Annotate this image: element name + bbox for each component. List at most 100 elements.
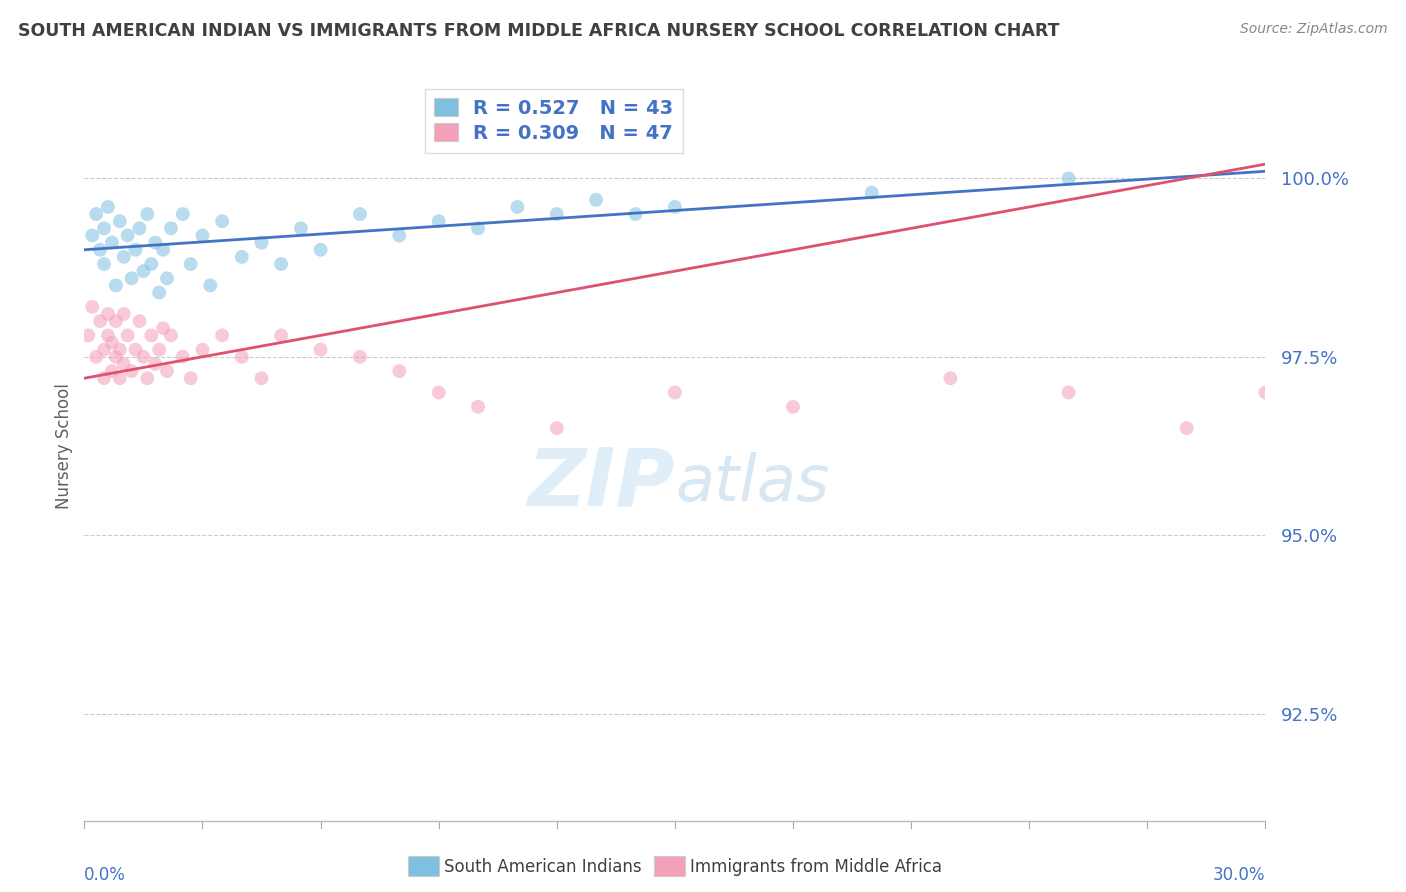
Point: [467, 400, 489, 414]
Point: [112, 307, 135, 321]
Point: [270, 257, 292, 271]
Text: SOUTH AMERICAN INDIAN VS IMMIGRANTS FROM MIDDLE AFRICA NURSERY SCHOOL CORRELATIO: SOUTH AMERICAN INDIAN VS IMMIGRANTS FROM…: [18, 22, 1060, 40]
Text: ZIP: ZIP: [527, 444, 675, 523]
Point: [82, 300, 104, 314]
Point: [309, 243, 332, 257]
Point: [112, 250, 135, 264]
Point: [467, 221, 489, 235]
Point: [211, 328, 233, 343]
Point: [97, 307, 120, 321]
Point: [427, 385, 450, 400]
Point: [211, 214, 233, 228]
Point: [180, 371, 202, 385]
Point: [136, 371, 159, 385]
Point: [112, 357, 135, 371]
Point: [782, 400, 804, 414]
Text: atlas: atlas: [675, 452, 830, 515]
Point: [97, 328, 120, 343]
Point: [84, 350, 107, 364]
Point: [152, 243, 174, 257]
Point: [1057, 385, 1080, 400]
Point: [143, 235, 166, 250]
Point: [427, 214, 450, 228]
Y-axis label: Nursery School: Nursery School: [55, 383, 73, 509]
Point: [93, 221, 115, 235]
Legend: R = 0.527   N = 43, R = 0.309   N = 47: R = 0.527 N = 43, R = 0.309 N = 47: [425, 88, 683, 153]
Point: [148, 285, 170, 300]
Point: [664, 200, 686, 214]
Point: [160, 221, 183, 235]
Point: [860, 186, 883, 200]
Point: [250, 235, 273, 250]
Point: [93, 257, 115, 271]
Point: [93, 371, 115, 385]
Point: [89, 314, 111, 328]
Point: [160, 328, 183, 343]
Point: [124, 243, 146, 257]
Point: [349, 207, 371, 221]
Point: [132, 350, 155, 364]
Point: [108, 371, 131, 385]
Point: [104, 314, 127, 328]
Point: [546, 207, 568, 221]
Point: [101, 335, 124, 350]
Point: [82, 228, 104, 243]
Point: [104, 350, 127, 364]
Point: [1175, 421, 1198, 435]
Text: Immigrants from Middle Africa: Immigrants from Middle Africa: [690, 858, 942, 876]
Point: [250, 371, 273, 385]
Text: 0.0%: 0.0%: [84, 865, 127, 884]
Text: 30.0%: 30.0%: [1213, 865, 1265, 884]
Point: [290, 221, 312, 235]
Point: [664, 385, 686, 400]
Point: [349, 350, 371, 364]
Point: [156, 271, 179, 285]
Point: [191, 343, 214, 357]
Text: Source: ZipAtlas.com: Source: ZipAtlas.com: [1240, 22, 1388, 37]
Point: [84, 207, 107, 221]
Point: [546, 421, 568, 435]
Point: [191, 228, 214, 243]
Point: [231, 250, 253, 264]
Point: [180, 257, 202, 271]
Point: [136, 207, 159, 221]
Point: [172, 207, 194, 221]
Point: [172, 350, 194, 364]
Text: South American Indians: South American Indians: [444, 858, 643, 876]
Point: [108, 343, 131, 357]
Point: [104, 278, 127, 293]
Point: [128, 314, 150, 328]
Point: [108, 214, 131, 228]
Point: [117, 328, 139, 343]
Point: [270, 328, 292, 343]
Point: [97, 200, 120, 214]
Point: [624, 207, 647, 221]
Point: [1057, 171, 1080, 186]
Point: [101, 364, 124, 378]
Point: [141, 257, 163, 271]
Point: [101, 235, 124, 250]
Point: [585, 193, 607, 207]
Point: [128, 221, 150, 235]
Point: [200, 278, 222, 293]
Point: [121, 271, 143, 285]
Point: [939, 371, 962, 385]
Point: [148, 343, 170, 357]
Point: [388, 228, 411, 243]
Point: [93, 343, 115, 357]
Point: [132, 264, 155, 278]
Point: [143, 357, 166, 371]
Point: [231, 350, 253, 364]
Point: [152, 321, 174, 335]
Point: [141, 328, 163, 343]
Point: [124, 343, 146, 357]
Point: [388, 364, 411, 378]
Point: [1254, 385, 1277, 400]
Point: [506, 200, 529, 214]
Point: [89, 243, 111, 257]
Point: [121, 364, 143, 378]
Point: [117, 228, 139, 243]
Point: [156, 364, 179, 378]
Point: [77, 328, 100, 343]
Point: [309, 343, 332, 357]
